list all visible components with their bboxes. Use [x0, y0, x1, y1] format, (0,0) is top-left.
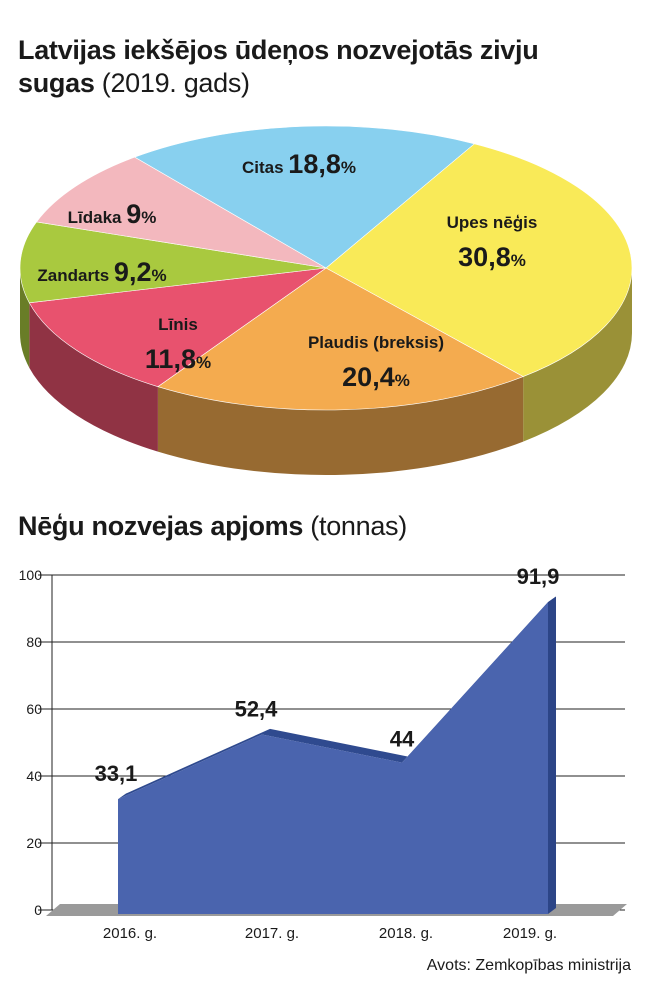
area-top-edge: [118, 596, 556, 800]
pie-side-3: [20, 268, 30, 368]
pie-slice: [134, 125, 475, 269]
x-tick-label: 2018. g.: [379, 925, 433, 942]
area-value-label: 91,9: [517, 564, 560, 589]
area-y-ticks: 0 20 40 60 80 100: [19, 567, 43, 918]
y-tick-label: 80: [26, 634, 42, 650]
pie-slice-name: Upes nēģis: [447, 213, 538, 232]
x-tick-label: 2016. g.: [103, 925, 157, 942]
pie-sides: [20, 268, 632, 475]
pie-slice: [35, 156, 327, 269]
pie-slice-label: Līdaka 9%: [68, 199, 157, 229]
pie-chart-title-main: Latvijas iekšējos ūdeņos nozvejotās zivj…: [18, 35, 539, 98]
pie-chart-title: Latvijas iekšējos ūdeņos nozvejotās zivj…: [18, 34, 618, 100]
pie-side-2: [29, 302, 158, 452]
area-chart: 0 20 40 60 80 100 33,1 52,4 44 91,9 2016. g. 2017. …: [19, 564, 627, 942]
area-side-wall: [548, 596, 556, 914]
area-chart-title: Nēģu nozvejas apjoms (tonnas): [18, 510, 407, 543]
pie-slice-label: Zandarts 9,2%: [37, 257, 166, 287]
pie-labels: Upes nēģis 30,8% Plaudis (breksis) 20,4% Līn…: [37, 149, 537, 392]
area-value-label: 52,4: [235, 696, 279, 721]
x-tick-label: 2017. g.: [245, 925, 299, 942]
area-value-labels: 33,1 52,4 44 91,9: [95, 564, 560, 786]
area-chart-title-unit: (tonnas): [310, 511, 407, 541]
source-note: Avots: Zemkopības ministrija: [426, 957, 631, 974]
pie-side-1: [157, 376, 524, 475]
area-series: [118, 602, 548, 914]
pie-slice-value: 20,4%: [342, 362, 410, 392]
pie-slices: [19, 125, 633, 411]
y-tick-label: 0: [34, 902, 42, 918]
pie-chart: Upes nēģis 30,8% Plaudis (breksis) 20,4% Līn…: [19, 125, 633, 475]
pie-slice: [325, 143, 633, 377]
pie-slice-name: Plaudis (breksis): [308, 333, 444, 352]
pie-chart-title-year: (2019. gads): [101, 68, 250, 98]
pie-slice: [19, 221, 327, 304]
area-x-labels: 2016. g. 2017. g. 2018. g. 2019. g.: [103, 925, 557, 942]
y-tick-label: 60: [26, 701, 42, 717]
pie-slice-name: Līnis: [158, 315, 198, 334]
x-tick-label: 2019. g.: [503, 925, 557, 942]
pie-side-0: [523, 268, 632, 442]
pie-slice-label: Citas 18,8%: [242, 149, 356, 179]
y-tick-label: 20: [26, 835, 42, 851]
area-chart-title-main: Nēģu nozvejas apjoms: [18, 511, 304, 541]
area-value-label: 44: [390, 727, 415, 752]
pie-slice: [28, 267, 327, 387]
pie-slice-value: 30,8%: [458, 242, 526, 272]
pie-slice: [157, 267, 524, 411]
y-tick-label: 40: [26, 768, 42, 784]
area-value-label: 33,1: [95, 761, 138, 786]
y-tick-label: 100: [19, 567, 43, 583]
pie-slice-value: 11,8%: [145, 344, 211, 374]
